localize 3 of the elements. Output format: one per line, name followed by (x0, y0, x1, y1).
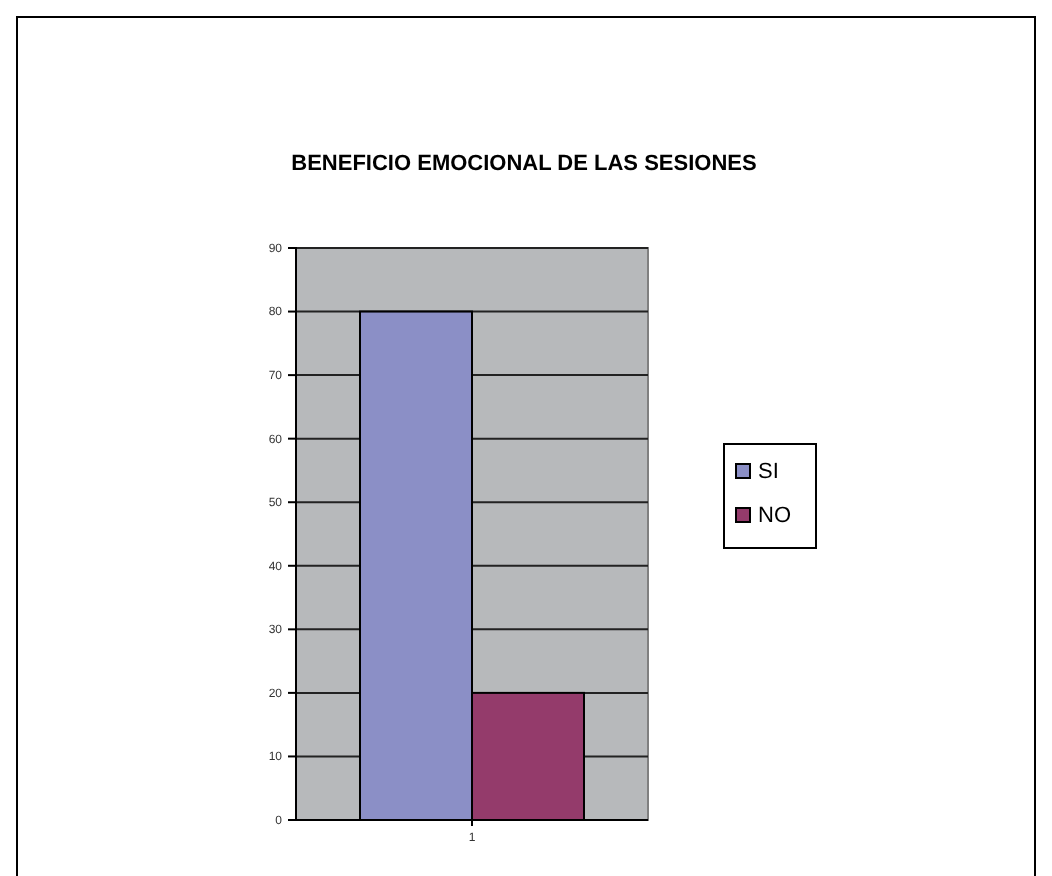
legend-label: SI (758, 460, 779, 484)
legend-label: NO (758, 504, 792, 528)
chart-title: BENEFICIO EMOCIONAL DE LAS SESIONES (291, 152, 757, 176)
